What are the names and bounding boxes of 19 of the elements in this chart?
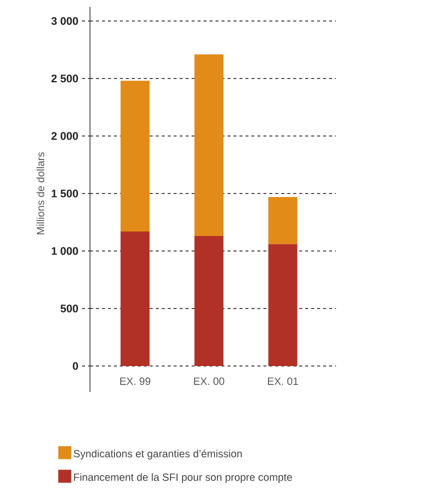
y-tick-label: 0 <box>72 362 78 370</box>
legend-label: Financement de la SFI pour son propre compte <box>74 473 292 483</box>
y-tick-label: 3 000 <box>51 17 78 25</box>
bar <box>268 244 298 366</box>
legend-label: Syndications et garanties d’émission <box>74 450 242 460</box>
y-tick-label: 1 500 <box>52 190 78 198</box>
x-tick-label: EX. 01 <box>268 378 298 385</box>
y-tick-label: 2 000 <box>51 132 78 140</box>
bar <box>120 231 150 366</box>
x-tick-label: EX. 00 <box>194 378 224 385</box>
y-tick-label: 1 000 <box>52 247 78 255</box>
bar <box>194 54 224 236</box>
y-tick-label: 500 <box>60 304 78 312</box>
x-tick-label: EX. 99 <box>120 378 150 385</box>
bar <box>194 236 224 366</box>
y-axis-title: Millions de dollars <box>36 152 44 234</box>
y-tick-label: 2 500 <box>51 74 78 82</box>
bar <box>268 196 298 244</box>
bar <box>120 80 150 232</box>
